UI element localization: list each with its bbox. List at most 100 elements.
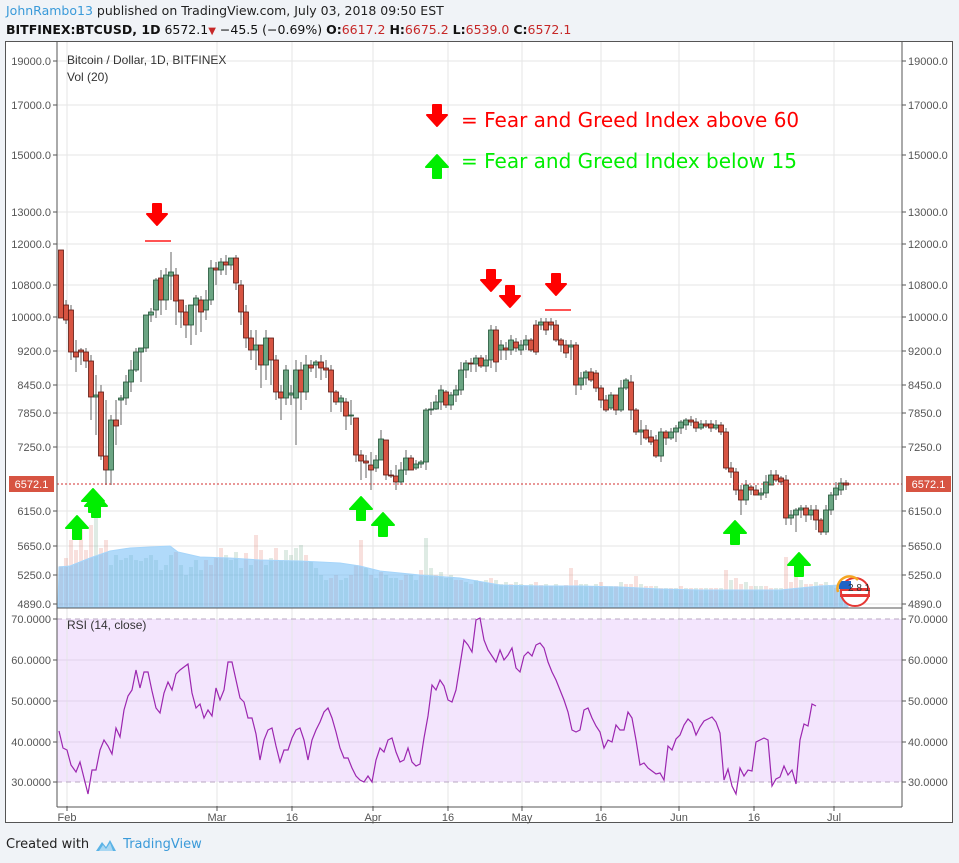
time-tick-label[interactable]: Mar xyxy=(208,812,227,824)
author-link[interactable]: JohnRambo13 xyxy=(6,3,93,18)
candle-down xyxy=(198,299,204,313)
arrow-down-icon xyxy=(426,104,448,127)
price-tick-label: 15000.0 xyxy=(11,150,51,162)
candle-up xyxy=(623,379,629,389)
chart-title: Bitcoin / Dollar, 1D, BITFINEX xyxy=(67,53,226,67)
candle-up xyxy=(823,509,829,533)
sentiment-markers xyxy=(65,203,811,577)
candle-down xyxy=(83,351,89,362)
time-tick-label[interactable]: Jul xyxy=(827,812,841,824)
price-tick-label: 10800.0 xyxy=(908,280,948,292)
price-tick-label: 6150.0 xyxy=(17,506,51,518)
candle-up xyxy=(133,351,139,371)
candle-down xyxy=(68,309,74,353)
price-tick-label: 9200.0 xyxy=(908,346,942,358)
high-value: 6675.2 xyxy=(404,22,449,37)
candle-down xyxy=(408,457,414,471)
created-with-text: Created with xyxy=(6,837,90,852)
candle-down xyxy=(563,344,569,354)
candle-up xyxy=(658,431,664,457)
price-tick-label: 7850.0 xyxy=(17,408,51,420)
candle-up xyxy=(758,492,764,496)
candle-down xyxy=(88,360,94,398)
arrow-up-icon xyxy=(371,512,395,537)
candle-down xyxy=(388,474,394,477)
price-tick-label: 19000.0 xyxy=(908,56,948,68)
time-tick-label[interactable]: Apr xyxy=(364,812,381,824)
time-tick-label[interactable]: 16 xyxy=(595,812,607,824)
candle-up xyxy=(163,274,169,301)
candle-up xyxy=(523,339,529,346)
candle-down xyxy=(333,391,339,403)
candle-up xyxy=(283,369,289,399)
candle-down xyxy=(613,394,619,411)
arrow-down-icon xyxy=(545,273,567,296)
arrow-down-icon xyxy=(499,285,521,308)
candle-down xyxy=(783,479,789,519)
candle-up xyxy=(638,429,644,433)
flag-badge[interactable]: 2 8 1 xyxy=(836,575,871,607)
candle-down xyxy=(813,509,819,521)
candle-up xyxy=(403,457,409,471)
rsi-tick-label: 60.0000 xyxy=(11,655,51,667)
symbol-name: BITFINEX:BTCUSD, 1D xyxy=(6,22,161,37)
candle-down xyxy=(548,321,554,326)
rsi-tick-label: 50.0000 xyxy=(11,696,51,708)
close-value: 6572.1 xyxy=(527,22,572,37)
time-tick-label[interactable]: 16 xyxy=(442,812,454,824)
badge-count: 2 8 1 xyxy=(848,583,871,594)
price-tick-label: 17000.0 xyxy=(11,100,51,112)
price-tick-label: 10000.0 xyxy=(908,312,948,324)
candle-up xyxy=(348,414,354,417)
candle-up xyxy=(423,409,429,463)
time-tick-label[interactable]: Feb xyxy=(58,812,77,824)
candle-down xyxy=(753,489,759,496)
price-tick-label: 5250.0 xyxy=(17,570,51,582)
candle-up xyxy=(263,337,269,366)
price-tick-label: 7250.0 xyxy=(908,442,942,454)
price-tick-label: 9200.0 xyxy=(17,346,51,358)
candle-up xyxy=(483,359,489,367)
rsi-tick-label: 70.0000 xyxy=(908,614,948,626)
candle-down xyxy=(178,299,184,313)
candle-up xyxy=(463,362,469,371)
price-tick-label: 8450.0 xyxy=(17,380,51,392)
time-tick-label[interactable]: May xyxy=(512,812,533,824)
axes[interactable]: 19000.0 19000.0 17000.0 17000.0 15000.0 15000… xyxy=(9,42,951,824)
arrow-up-icon xyxy=(65,515,89,540)
candle-down xyxy=(318,361,324,369)
candle-down xyxy=(773,474,779,481)
candle-down xyxy=(598,387,604,401)
candle-up xyxy=(208,267,214,301)
candle-down xyxy=(553,324,559,341)
tradingview-link[interactable]: TradingView xyxy=(123,837,202,852)
candle-up xyxy=(313,361,319,366)
candle-up xyxy=(433,401,439,410)
published-text: published on TradingView.com, July 03, 2… xyxy=(96,3,444,18)
candle-up xyxy=(153,279,159,311)
open-label: O: xyxy=(326,22,342,37)
candle-down xyxy=(478,357,484,367)
candle-up xyxy=(618,387,624,411)
candle-down xyxy=(273,359,279,393)
price-tick-label: 4890.0 xyxy=(908,599,942,611)
candle-up xyxy=(518,344,524,351)
time-tick-label[interactable]: 16 xyxy=(748,812,760,824)
candle-up xyxy=(743,484,749,501)
price-tick-label: 5650.0 xyxy=(908,541,942,553)
candle-up xyxy=(118,397,124,401)
candle-up xyxy=(413,463,419,469)
candle-down xyxy=(748,486,754,491)
candle-down xyxy=(323,367,329,371)
triangle-down-icon: ▼ xyxy=(208,26,216,37)
candle-down xyxy=(493,329,499,363)
candle-down xyxy=(358,454,364,462)
price-tick-label: 8450.0 xyxy=(908,380,942,392)
time-tick-label[interactable]: 16 xyxy=(286,812,298,824)
candle-up xyxy=(608,394,614,409)
open-value: 6617.2 xyxy=(341,22,386,37)
time-tick-label[interactable]: Jun xyxy=(670,812,688,824)
arrow-up-icon xyxy=(425,154,449,179)
publish-info: JohnRambo13 published on TradingView.com… xyxy=(6,3,444,18)
